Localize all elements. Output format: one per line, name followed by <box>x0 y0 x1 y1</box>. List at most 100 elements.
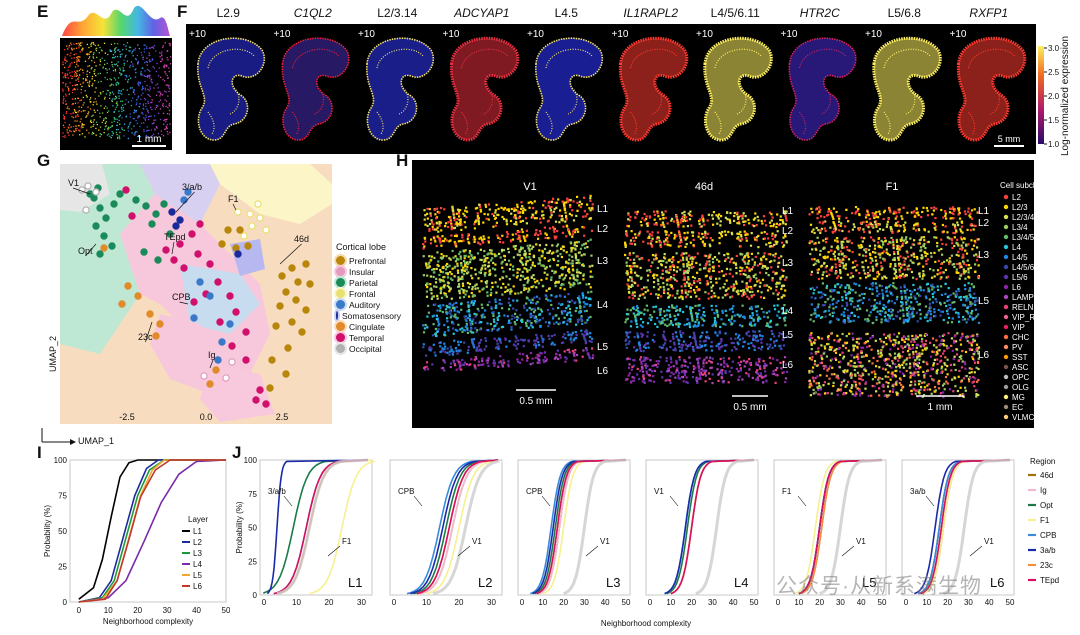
panel-h-cell-dot <box>730 338 732 340</box>
panel-h-cell-dot <box>649 374 651 376</box>
panel-h-cell-dot <box>672 324 674 326</box>
panel-h-cell-dot <box>460 262 462 264</box>
panel-e-cell-dot <box>123 107 124 108</box>
panel-h-cell-dot <box>637 336 639 338</box>
panel-h-cell-dot <box>624 321 626 323</box>
panel-h-cell-dot <box>422 346 424 348</box>
panel-e-cell-dot <box>95 75 96 76</box>
panel-e-cell-dot <box>108 110 109 111</box>
panel-h-cell-dot <box>564 361 566 363</box>
panel-h-cell-dot <box>556 251 558 253</box>
panel-e-cell-dot <box>80 118 81 119</box>
panel-e-cell-dot <box>63 118 64 119</box>
panel-g-region-point <box>293 297 299 303</box>
panel-h-cell-dot <box>740 369 742 371</box>
panel-h-cell-dot <box>626 235 628 237</box>
panel-h-cell-dot <box>658 321 660 323</box>
panel-h-cell-dot <box>532 326 534 328</box>
panel-h-cell-dot <box>697 363 699 365</box>
panel-e-cell-dot <box>149 71 150 72</box>
panel-e-cell-dot <box>117 125 118 126</box>
panel-e-cell-dot <box>93 42 94 43</box>
panel-h-cell-dot <box>746 333 748 335</box>
panel-e-cell-dot <box>149 90 150 91</box>
panel-h-cell-dot <box>647 225 649 227</box>
panel-h-cell-dot <box>751 291 753 293</box>
panel-h-cell-dot <box>959 228 961 230</box>
panel-e-cell-dot <box>118 92 119 93</box>
panel-h-cell-dot <box>702 307 704 309</box>
panel-h-cell-dot <box>720 339 722 341</box>
panel-h-cell-dot <box>443 280 445 282</box>
panel-h-cell-dot <box>528 202 530 204</box>
panel-h-cell-dot <box>679 310 681 312</box>
panel-e-cell-dot <box>167 133 168 134</box>
panel-h-cell-dot <box>551 342 553 344</box>
panel-e-cell-dot <box>76 120 77 121</box>
panel-e-cell-dot <box>168 105 169 106</box>
panel-e-cell-dot <box>109 95 110 96</box>
panel-e-cell-dot <box>70 43 71 44</box>
panel-h-cell-dot <box>447 221 449 223</box>
panel-h-cell-dot <box>701 332 703 334</box>
panel-h-cell-dot <box>656 326 658 328</box>
panel-h-cell-dot <box>686 263 688 265</box>
panel-h-cell-dot <box>712 239 714 241</box>
panel-h-cell-dot <box>723 362 725 364</box>
panel-h-cell-dot <box>456 330 458 332</box>
panel-e-cell-dot <box>138 82 139 83</box>
panel-h-cell-dot <box>756 310 758 312</box>
panel-e-cell-dot <box>133 112 134 113</box>
panel-h-cell-dot <box>469 319 471 321</box>
panel-e-cell-dot <box>77 98 78 99</box>
panel-e-cell-dot <box>135 72 136 73</box>
panel-h-cell-dot <box>537 238 539 240</box>
panel-g-region-point <box>257 387 263 393</box>
panel-e-cell-dot <box>169 103 170 104</box>
panel-h-cell-dot <box>634 359 636 361</box>
panel-e-cell-dot <box>122 105 123 106</box>
panel-f-tile-tag: +10 <box>612 29 629 40</box>
panel-e-cell-dot <box>83 97 84 98</box>
panel-h-cell-dot <box>483 250 485 252</box>
panel-h-cell-dot <box>469 252 471 254</box>
panel-e-cell-dot <box>115 51 116 52</box>
panel-e-cell-dot <box>111 100 112 101</box>
panel-h-cell-dot <box>572 268 574 270</box>
panel-h-cell-dot <box>711 382 713 384</box>
panel-h-cell-dot <box>775 226 777 228</box>
panel-h-cell-dot <box>776 315 778 317</box>
panel-h-cell-dot <box>667 222 669 224</box>
panel-h-cell-dot <box>920 246 922 248</box>
panel-e-cell-dot <box>168 67 169 68</box>
panel-h-cell-dot <box>700 238 702 240</box>
panel-e-cell-dot <box>112 66 113 67</box>
panel-h-cell-dot <box>628 367 630 369</box>
panel-h-cell-dot <box>462 240 464 242</box>
panel-h-cell-dot <box>661 376 663 378</box>
panel-h-cell-dot <box>662 336 664 338</box>
panel-h-cell-dot <box>442 267 444 269</box>
panel-h-cell-dot <box>724 324 726 326</box>
panel-h-cell-dot <box>586 319 588 321</box>
panel-e-cell-dot <box>135 48 136 49</box>
panel-h-cell-dot <box>451 227 453 229</box>
panel-h-cell-dot <box>872 266 874 268</box>
panel-h-cell-dot <box>583 197 585 199</box>
panel-e-cell-dot <box>96 48 97 49</box>
panel-h-cell-dot <box>950 217 952 219</box>
panel-h-cell-dot <box>544 268 546 270</box>
panel-h-cell-dot <box>474 288 476 290</box>
panel-e-cell-dot <box>144 118 145 119</box>
panel-h-cell-dot <box>640 312 642 314</box>
panel-h-cell-dot <box>741 281 743 283</box>
panel-h-cell-dot <box>666 261 668 263</box>
panel-h-cell-dot <box>550 216 552 218</box>
panel-h-cell-dot <box>646 305 648 307</box>
panel-e-cell-dot <box>76 128 77 129</box>
panel-h-cell-dot <box>721 376 723 378</box>
panel-h-cell-dot <box>730 374 732 376</box>
panel-e-cell-dot <box>119 51 120 52</box>
panel-h-cell-dot <box>506 220 508 222</box>
panel-e-cell-dot <box>100 116 101 117</box>
